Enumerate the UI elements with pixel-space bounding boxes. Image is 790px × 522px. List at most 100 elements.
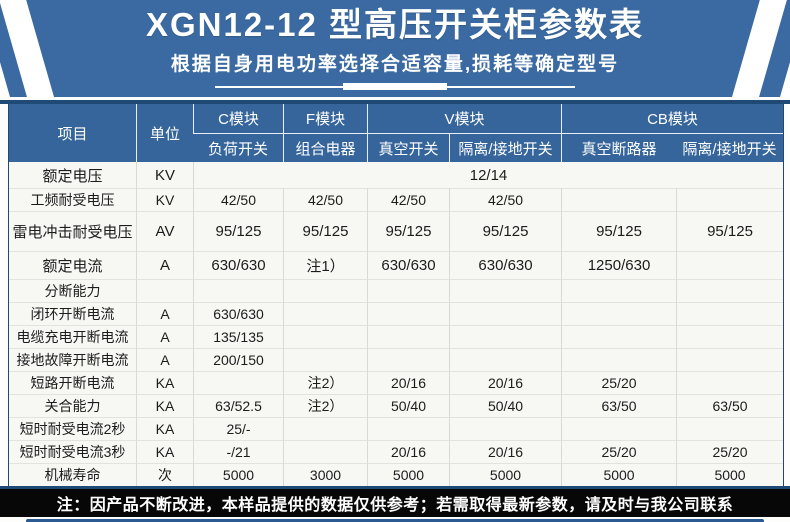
cell-value: 5000 (449, 463, 562, 486)
row-label: 闭环开断电流 (9, 302, 136, 325)
row-label: 短时耐受电流3秒 (9, 440, 136, 463)
cell-value (676, 371, 784, 394)
banner-ribbon-left (0, 0, 61, 97)
cell-value (561, 348, 677, 371)
header-group-v: V模块 (367, 104, 562, 133)
cell-value: 20/16 (449, 440, 562, 463)
cell-value (449, 348, 562, 371)
table-row: 分断能力 (9, 279, 784, 302)
header-sub-cb-isolation: 隔离/接地开关 (676, 133, 784, 162)
cell-value: 630/630 (367, 251, 449, 279)
cell-value: 95/125 (367, 211, 449, 251)
table-row: 短时耐受电流3秒 KA -/21 20/16 20/16 25/20 25/20 (9, 440, 784, 463)
cell-value: 95/125 (193, 211, 283, 251)
cell-value: 5000 (367, 463, 449, 486)
cell-value: -/21 (193, 440, 283, 463)
cell-value: 42/50 (367, 188, 449, 211)
row-unit: A (136, 325, 193, 348)
cell-value (676, 279, 784, 302)
cell-value (449, 417, 562, 440)
cell-value: 63/52.5 (193, 394, 283, 417)
row-unit: AV (136, 211, 193, 251)
divider-line-left (215, 85, 343, 88)
row-label: 工频耐受电压 (9, 188, 136, 211)
table-row: 短路开断电流 KA 注2） 20/16 20/16 25/20 (9, 371, 784, 394)
header-group-row: 项目 单位 C模块 F模块 V模块 CB模块 (9, 104, 784, 162)
cell-value (367, 302, 449, 325)
bottom-accent-bar (26, 519, 764, 522)
cell-value (283, 279, 367, 302)
cell-value (676, 302, 784, 325)
table-top-rule (0, 100, 790, 104)
row-label: 电缆充电开断电流 (9, 325, 136, 348)
table-row: 短时耐受电流2秒 KA 25/- (9, 417, 784, 440)
cell-value: 42/50 (193, 188, 283, 211)
table-row: 电缆充电开断电流 A 135/135 (9, 325, 784, 348)
cell-value: 5000 (561, 463, 677, 486)
title-banner: XGN12-12 型高压开关柜参数表 根据自身用电功率选择合适容量,损耗等确定型… (0, 0, 790, 97)
cell-value: 42/50 (449, 188, 562, 211)
header-item: 项目 (9, 104, 136, 162)
cell-value (676, 188, 784, 211)
cell-value (561, 417, 677, 440)
cell-value: 95/125 (561, 211, 677, 251)
header-sub-c-load-switch: 负荷开关 (193, 133, 283, 162)
page-subtitle: 根据自身用电功率选择合适容量,损耗等确定型号 (170, 54, 620, 76)
header-group-cb: CB模块 (561, 104, 784, 133)
cell-value: 95/125 (676, 211, 784, 251)
row-label: 关合能力 (9, 394, 136, 417)
footer-note-bar: 注：因产品不断改进，本样品提供的数据仅供参考；若需取得最新参数，请及时与我公司联… (0, 489, 790, 517)
row-unit: A (136, 251, 193, 279)
divider-line-right (447, 85, 575, 88)
cell-value: 20/16 (367, 440, 449, 463)
cell-value: 25/- (193, 417, 283, 440)
row-label: 额定电压 (42, 167, 103, 185)
cell-value: 630/630 (193, 302, 283, 325)
cell-value: 63/50 (676, 394, 784, 417)
row-unit: KA (136, 394, 193, 417)
cell-value (676, 348, 784, 371)
divider-center-rect (343, 83, 447, 91)
header-group-f: F模块 (283, 104, 367, 133)
parameter-table: 项目 单位 C模块 F模块 V模块 CB模块 负荷开关 组合电器 真空开关 隔离… (8, 104, 785, 486)
cell-value (283, 417, 367, 440)
cell-value: 20/16 (367, 371, 449, 394)
cell-value (367, 325, 449, 348)
table-row: 机械寿命次 5000 3000 5000 5000 5000 5000 (9, 463, 784, 486)
cell-value: 注1） (283, 251, 367, 279)
cell-value: 5000 (193, 463, 283, 486)
cell-value: 200/150 (193, 348, 283, 371)
cell-value (676, 251, 784, 279)
cell-value (561, 188, 677, 211)
cell-value: 630/630 (449, 251, 562, 279)
cell-value (193, 279, 283, 302)
table-row: 接地故障开断电流 A 200/150 (9, 348, 784, 371)
cell-value (283, 302, 367, 325)
cell-value: 95/125 (449, 211, 562, 251)
table-bottom-rule (0, 486, 790, 489)
header-sub-row: 负荷开关 组合电器 真空开关 隔离/接地开关 真空断路器 隔离/接地开关 (9, 133, 784, 162)
row-label: 分断能力 (9, 279, 136, 302)
row-unit: KV (136, 188, 193, 211)
table-row: 工频耐受电压 KV 42/50 42/50 42/50 42/50 (9, 188, 784, 211)
cell-value (676, 325, 784, 348)
cell-value: 50/40 (449, 394, 562, 417)
header-sub-f-combined: 组合电器 (283, 133, 367, 162)
cell-value (193, 371, 283, 394)
cell-value (283, 440, 367, 463)
row-unit: KV (136, 162, 193, 188)
cell-value: 5000 (676, 463, 784, 486)
row-unit: KA (136, 417, 193, 440)
table-header: 项目 单位 C模块 F模块 V模块 CB模块 负荷开关 组合电器 真空开关 隔离… (9, 104, 784, 162)
cell-value: 3000 (283, 463, 367, 486)
cell-value (449, 302, 562, 325)
row-unit: KA (136, 371, 193, 394)
cell-value: 注2） (283, 394, 367, 417)
cell-value (561, 279, 677, 302)
header-sub-cb-breaker: 真空断路器 (561, 133, 677, 162)
cell-value: 20/16 (449, 371, 562, 394)
cell-value (561, 325, 677, 348)
row-unit: A (136, 302, 193, 325)
cell-value: 135/135 (193, 325, 283, 348)
header-group-c: C模块 (193, 104, 283, 133)
